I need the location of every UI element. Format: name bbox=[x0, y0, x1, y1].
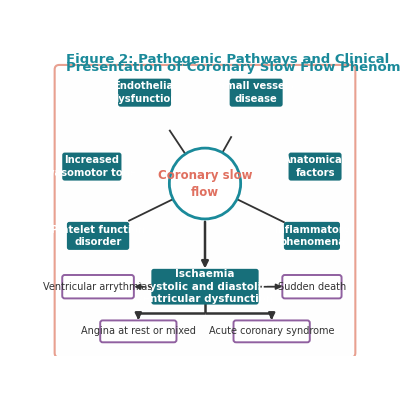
FancyBboxPatch shape bbox=[62, 152, 122, 180]
Text: Angina at rest or mixed: Angina at rest or mixed bbox=[81, 326, 196, 336]
FancyBboxPatch shape bbox=[288, 152, 342, 180]
Text: Figure 2: Pathogenic Pathways and Clinical: Figure 2: Pathogenic Pathways and Clinic… bbox=[66, 53, 389, 66]
FancyBboxPatch shape bbox=[67, 222, 129, 250]
Text: Ventricular arrythmias: Ventricular arrythmias bbox=[43, 282, 153, 292]
Text: Sudden death: Sudden death bbox=[278, 282, 346, 292]
Text: Platelet function
disorder: Platelet function disorder bbox=[51, 225, 145, 247]
Text: Inflammatory
phenomena: Inflammatory phenomena bbox=[274, 225, 350, 247]
FancyBboxPatch shape bbox=[100, 320, 176, 342]
Circle shape bbox=[169, 148, 241, 219]
FancyBboxPatch shape bbox=[284, 222, 340, 250]
Text: Coronary slow
flow: Coronary slow flow bbox=[158, 168, 252, 198]
FancyBboxPatch shape bbox=[62, 275, 134, 298]
FancyBboxPatch shape bbox=[234, 320, 310, 342]
FancyBboxPatch shape bbox=[55, 65, 355, 358]
FancyBboxPatch shape bbox=[118, 79, 171, 107]
FancyBboxPatch shape bbox=[230, 79, 283, 107]
Text: Endothelial
dysfunction: Endothelial dysfunction bbox=[111, 82, 178, 104]
Text: Acute coronary syndrome: Acute coronary syndrome bbox=[209, 326, 334, 336]
Text: Ischaemia
Systolic and diastolic
ventricular dysfunction: Ischaemia Systolic and diastolic ventric… bbox=[136, 269, 274, 304]
Text: Presentation of Coronary Slow Flow Phenomenon: Presentation of Coronary Slow Flow Pheno… bbox=[66, 61, 400, 74]
FancyBboxPatch shape bbox=[282, 275, 342, 298]
Text: Increased
vasomotor tone: Increased vasomotor tone bbox=[48, 155, 136, 178]
Text: Small vessels
disease: Small vessels disease bbox=[218, 82, 294, 104]
FancyBboxPatch shape bbox=[151, 269, 259, 304]
Text: Anatomical
factors: Anatomical factors bbox=[284, 155, 347, 178]
